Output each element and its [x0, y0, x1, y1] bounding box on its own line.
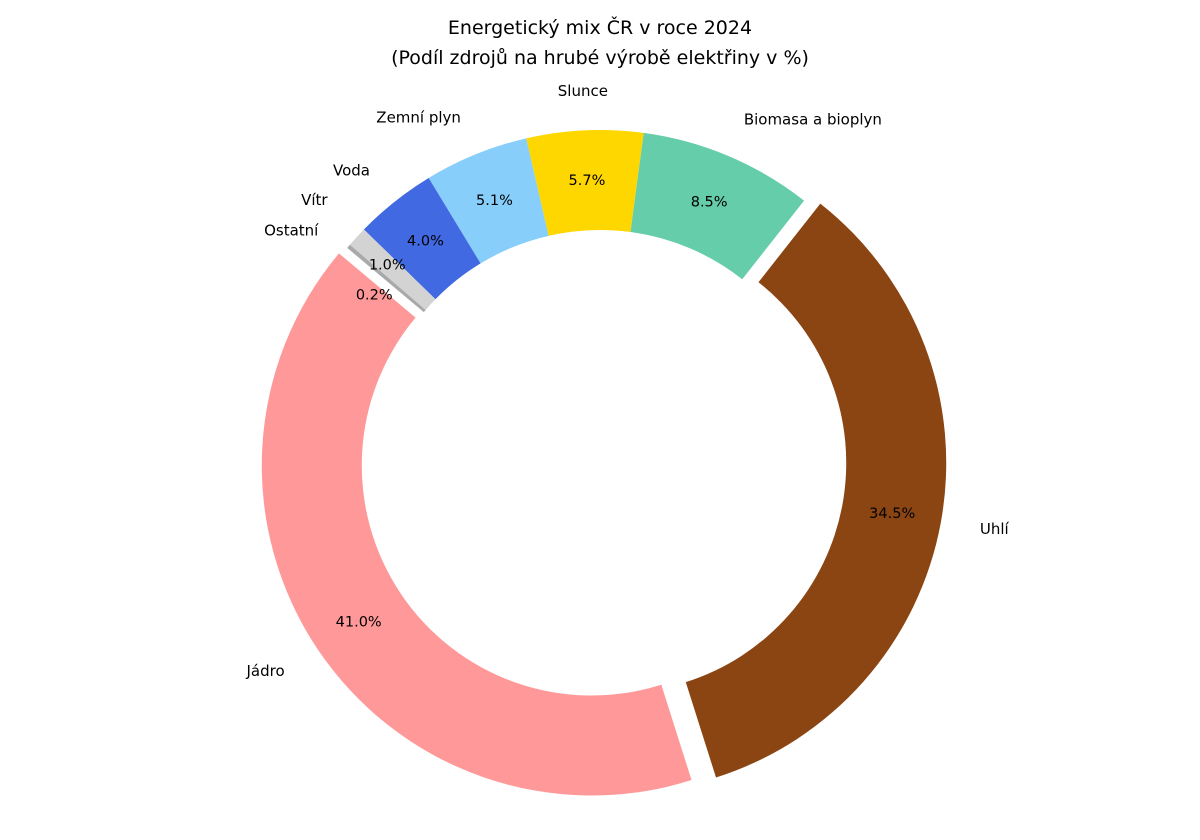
category-label: Slunce [558, 82, 608, 100]
category-label: Zemní plyn [376, 109, 461, 127]
category-label: Uhlí [980, 520, 1010, 538]
value-label: 5.7% [569, 173, 606, 189]
slice-3 [526, 130, 644, 236]
category-label: Ostatní [264, 222, 319, 240]
category-label: Vítr [301, 191, 328, 209]
slice-0 [261, 253, 692, 796]
category-label: Jádro [245, 662, 284, 680]
value-label: 41.0% [336, 615, 382, 631]
value-label: 8.5% [691, 195, 728, 211]
value-label: 4.0% [407, 233, 444, 249]
chart-title: Energetický mix ČR v roce 2024 [448, 15, 752, 39]
slice-5 [363, 177, 481, 300]
value-label: 5.1% [476, 193, 513, 209]
category-label: Biomasa a bioplyn [744, 111, 882, 129]
slice-1 [685, 203, 947, 778]
slice-4 [428, 138, 549, 264]
category-label: Voda [333, 162, 370, 180]
value-label: 34.5% [869, 506, 915, 522]
value-label: 1.0% [369, 257, 406, 273]
slice-2 [630, 132, 805, 280]
value-label: 0.2% [356, 287, 393, 303]
chart-subtitle: (Podíl zdrojů na hrubé výrobě elektřiny … [391, 47, 809, 69]
slice-6 [349, 229, 436, 310]
slice-7 [347, 244, 426, 313]
